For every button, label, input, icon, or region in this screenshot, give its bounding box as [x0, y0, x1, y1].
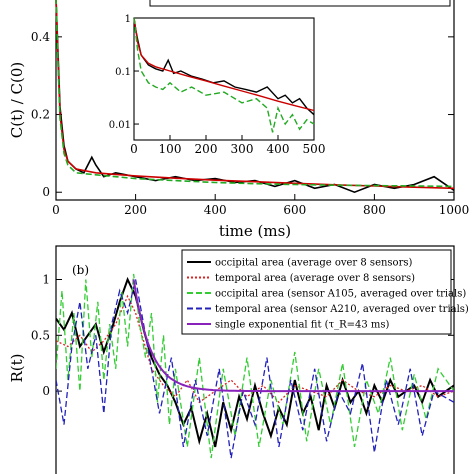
- panel-a-series-line-2: [55, 0, 455, 188]
- inset-ytick-label: 1: [125, 14, 131, 25]
- panel-a-xtick-label: 200: [124, 203, 147, 217]
- panel-b-ytick-label: 1: [42, 272, 50, 286]
- inset-xtick-label: 0: [130, 142, 138, 156]
- inset-xtick-label: 300: [231, 142, 254, 156]
- legend-entry-0: occipital area (average over 8 sensors): [215, 258, 412, 269]
- panel-a-xtick-label: 0: [52, 203, 60, 217]
- panel-a-xtick-label: 800: [363, 203, 386, 217]
- panel-a-xlabel: time (ms): [219, 222, 291, 240]
- panel-a-ytick-label: 0: [42, 185, 50, 199]
- legend-box: [181, 249, 452, 335]
- legend-entry-1: temporal area (average over 8 sensors): [215, 273, 415, 284]
- panel-b-ylabel: R(t): [8, 353, 26, 382]
- inset-xtick-label: 500: [303, 142, 326, 156]
- panel-a-ylabel: C(t) / C(0): [8, 62, 26, 139]
- panel-b-ytick-label: 0.5: [31, 328, 50, 342]
- legend-entry-3: temporal area (sensor A210, averaged ove…: [215, 304, 469, 315]
- legend-entry-2: occipital area (sensor A105, averaged ov…: [215, 289, 466, 300]
- panel-a: 00.20.4 0 200 400 600 800 1000 C(t) / C(0) ti…: [8, 0, 469, 240]
- inset-ytick-label: 0.1: [115, 67, 131, 78]
- panel-b-series-line-3: [56, 279, 454, 459]
- legend-entry-4: single exponential fit (τ_R=43 ms): [215, 320, 390, 331]
- panel-a-legend-box: [149, 0, 451, 7]
- panel-a-frame: [55, 0, 455, 201]
- panel-b-series-line-1: [56, 294, 454, 404]
- inset-series-line-2: [133, 17, 315, 133]
- panel-a-ytick-label: 0.2: [31, 108, 50, 122]
- panel-a-xtick-label: 600: [283, 203, 306, 217]
- panel-b-label: (b): [72, 263, 89, 277]
- legend: occipital area (average over 8 sensors) t…: [181, 249, 469, 335]
- panel-a-xtick-label: 400: [204, 203, 227, 217]
- inset-xtick-label: 400: [267, 142, 290, 156]
- inset-ytick-label: 0.01: [109, 120, 131, 131]
- panel-b-series-line-4: [132, 279, 454, 393]
- inset: 0 100 200 300 400 500 0.01 0.1 1: [109, 14, 326, 156]
- inset-xtick-label: 200: [195, 142, 218, 156]
- panel-b-ytick-label: 0: [42, 384, 50, 398]
- panel-a-ytick-label: 0.4: [31, 30, 50, 44]
- panel-b: (b) 0 0.5 1 R(t) occipital area (average o…: [8, 245, 469, 474]
- panel-a-xtick-label: 1000: [439, 203, 470, 217]
- inset-series-line-1: [133, 17, 315, 112]
- inset-xtick-label: 100: [159, 142, 182, 156]
